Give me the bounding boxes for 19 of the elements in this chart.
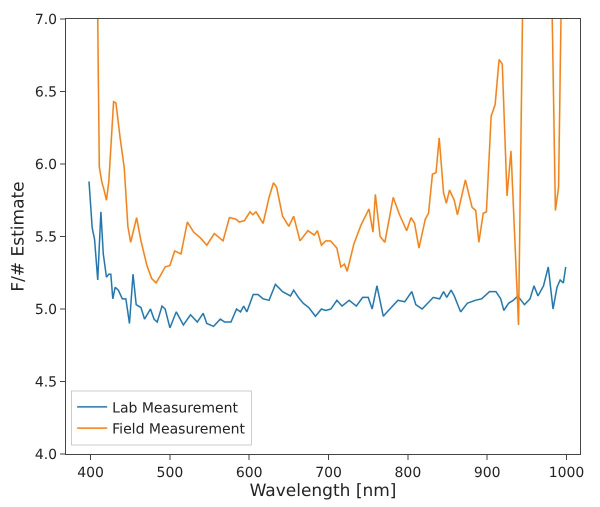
- line-series: [88, 180, 566, 329]
- x-tick-label: 700: [315, 464, 342, 481]
- x-tick-label: 1000: [548, 464, 584, 481]
- y-tick-label: 6.0: [34, 156, 58, 173]
- y-tick-label: 5.5: [34, 229, 58, 246]
- y-axis-title: F/# Estimate: [8, 181, 28, 292]
- y-tick-label: 5.0: [34, 302, 58, 318]
- x-tick-label: 500: [156, 464, 184, 481]
- x-tick-label: 600: [236, 464, 263, 481]
- y-tick-label: 7.0: [34, 12, 58, 28]
- y-tick-label: 4.0: [34, 446, 58, 463]
- x-axis-title: Wavelength [nm]: [250, 480, 396, 501]
- legend-label: Lab Measurement: [112, 400, 238, 416]
- x-tick-label: 800: [394, 464, 422, 481]
- legend-label: Field Measurement: [112, 422, 246, 438]
- y-tick-label: 4.5: [34, 374, 58, 390]
- x-tick-label: 900: [474, 464, 501, 481]
- x-tick-label: 400: [77, 464, 104, 481]
- y-tick-label: 6.5: [34, 84, 58, 100]
